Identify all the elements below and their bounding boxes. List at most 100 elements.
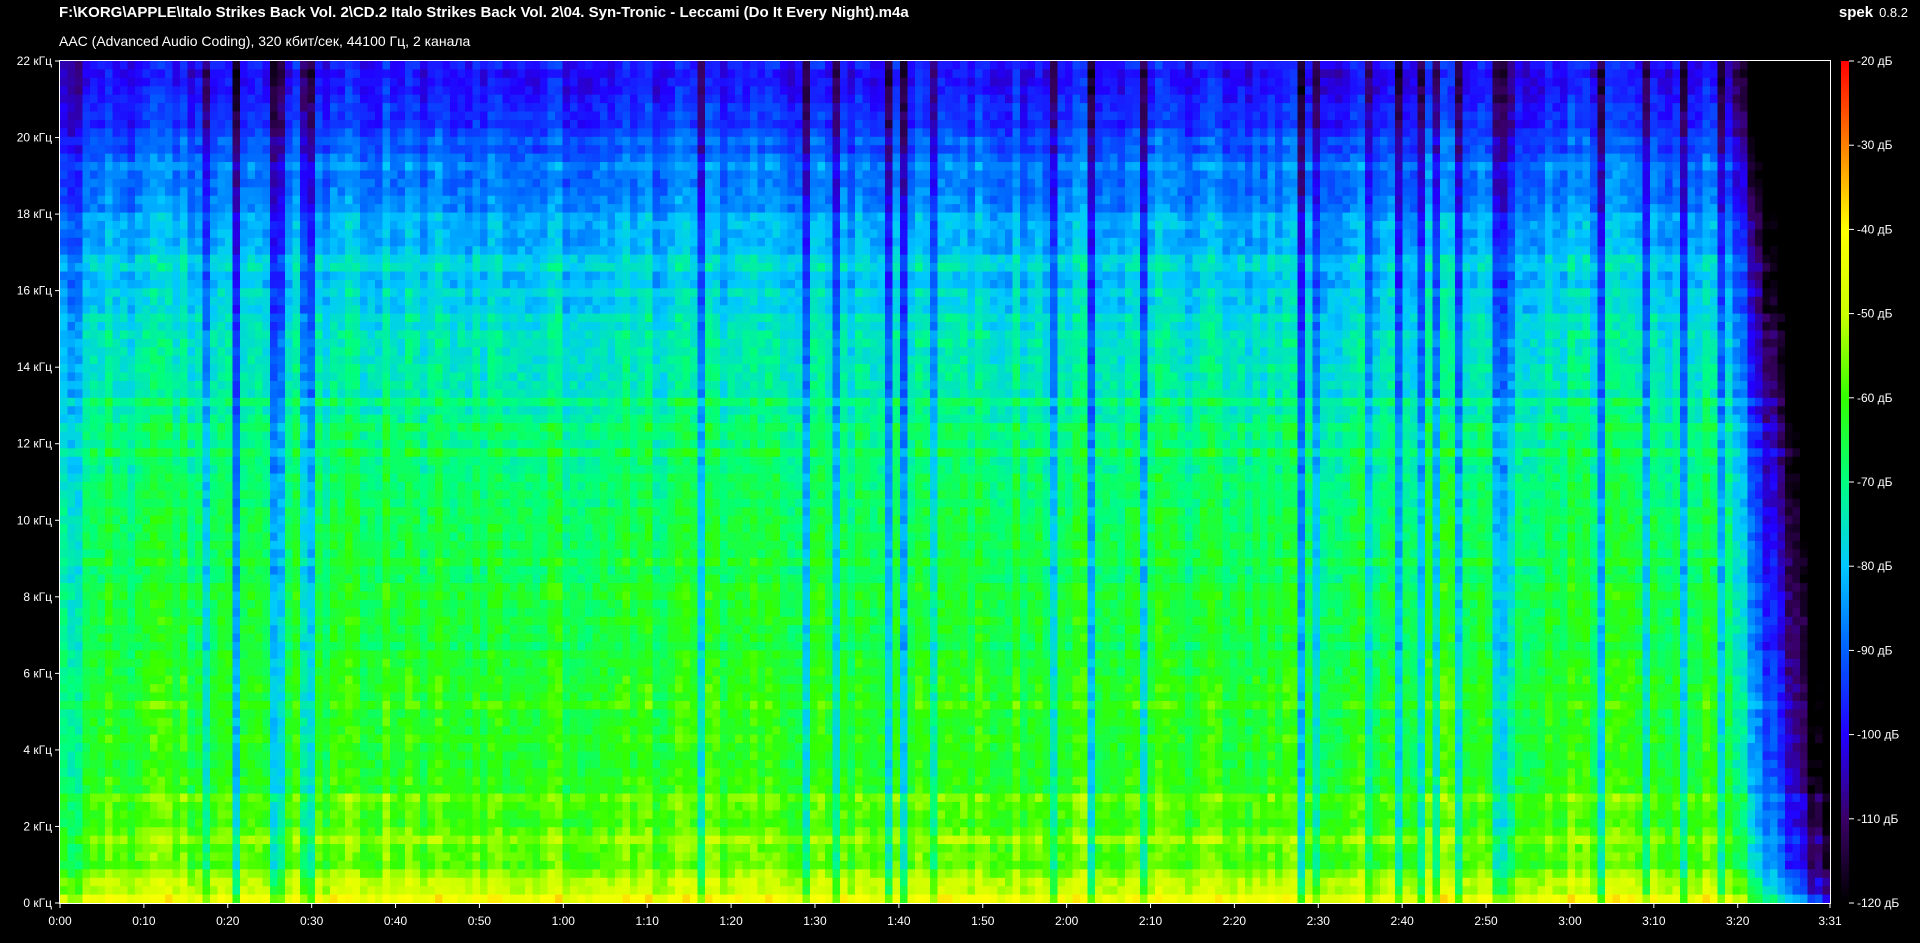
- spectrogram-cell: [210, 322, 219, 332]
- spectrogram-cell: [112, 801, 121, 811]
- spectrogram-cell: [397, 490, 406, 500]
- spectrogram-cell: [255, 111, 264, 121]
- spectrogram-cell: [330, 237, 339, 247]
- spectrogram-cell: [232, 566, 241, 576]
- spectrogram-cell: [360, 347, 369, 357]
- spectrogram-cell: [142, 650, 151, 660]
- spectrogram-cell: [292, 482, 301, 492]
- spectrogram-cell: [127, 869, 136, 879]
- spectrogram-cell: [60, 549, 69, 559]
- spectrogram-cell: [375, 608, 384, 618]
- spectrogram-cell: [330, 860, 339, 870]
- spectrogram-cell: [382, 894, 391, 904]
- spectrogram-cell: [240, 456, 249, 466]
- spectrogram-cell: [337, 692, 346, 702]
- spectrogram-cell: [195, 625, 204, 635]
- spectrogram-cell: [375, 212, 384, 222]
- spectrogram-cell: [225, 717, 234, 727]
- spectrogram-cell: [67, 616, 76, 626]
- spectrogram-cell: [255, 599, 264, 609]
- spectrogram-cell: [345, 549, 354, 559]
- spectrogram-cell: [232, 355, 241, 365]
- spectrogram-cell: [240, 852, 249, 862]
- spectrogram-cell: [67, 86, 76, 96]
- spectrogram-cell: [135, 759, 144, 769]
- spectrogram-cell: [120, 263, 129, 273]
- spectrogram-cell: [240, 145, 249, 155]
- spectrogram-cell: [367, 145, 376, 155]
- spectrogram-cell: [157, 288, 166, 298]
- spectrogram-cell: [375, 355, 384, 365]
- spectrogram-cell: [202, 507, 211, 517]
- spectrogram-cell: [307, 540, 316, 550]
- spectrogram-cell: [352, 869, 361, 879]
- spectrogram-cell: [300, 894, 309, 904]
- spectrogram-cell: [255, 288, 264, 298]
- spectrogram-cell: [352, 330, 361, 340]
- spectrogram-cell: [255, 641, 264, 651]
- spectrogram-cell: [330, 844, 339, 854]
- spectrogram-cell: [330, 170, 339, 180]
- spectrogram-cell: [412, 195, 421, 205]
- spectrogram-cell: [397, 658, 406, 668]
- spectrogram-cell: [420, 220, 429, 230]
- spectrogram-cell: [375, 709, 384, 719]
- spectrogram-cell: [150, 465, 159, 475]
- spectrogram-cell: [225, 473, 234, 483]
- spectrogram-cell: [157, 490, 166, 500]
- spectrogram-cell: [352, 465, 361, 475]
- spectrogram-cell: [202, 111, 211, 121]
- spectrogram-cell: [262, 877, 271, 887]
- spectrogram-cell: [112, 288, 121, 298]
- spectrogram-cell: [180, 288, 189, 298]
- spectrogram-cell: [382, 103, 391, 113]
- spectrogram-cell: [210, 204, 219, 214]
- spectrogram-cell: [195, 178, 204, 188]
- spectrogram-cell: [82, 591, 91, 601]
- spectrogram-cell: [277, 204, 286, 214]
- spectrogram-cell: [210, 759, 219, 769]
- spectrogram-cell: [75, 574, 84, 584]
- spectrogram-cell: [172, 237, 181, 247]
- spectrogram-cell: [195, 212, 204, 222]
- spectrogram-cell: [247, 389, 256, 399]
- spectrogram-cell: [420, 877, 429, 887]
- spectrogram-cell: [367, 743, 376, 753]
- spectrogram-cell: [150, 364, 159, 374]
- spectrogram-cell: [405, 844, 414, 854]
- spectrogram-cell: [367, 827, 376, 837]
- spectrogram-cell: [420, 448, 429, 458]
- spectrogram-cell: [420, 229, 429, 239]
- spectrogram-cell: [172, 338, 181, 348]
- spectrogram-cell: [322, 456, 331, 466]
- spectrogram-cell: [157, 658, 166, 668]
- spectrogram-cell: [60, 254, 69, 264]
- spectrogram-cell: [195, 743, 204, 753]
- spectrogram-cell: [240, 743, 249, 753]
- spectrogram-cell: [345, 700, 354, 710]
- spectrogram-cell: [352, 692, 361, 702]
- spectrogram-cell: [165, 195, 174, 205]
- spectrogram-cell: [262, 717, 271, 727]
- spectrogram-cell: [367, 608, 376, 618]
- spectrogram-cell: [337, 566, 346, 576]
- spectrogram-cell: [217, 844, 226, 854]
- spectrogram-cell: [330, 61, 339, 71]
- spectrogram-cell: [397, 423, 406, 433]
- spectrogram-cell: [232, 69, 241, 79]
- spectrogram-cell: [90, 810, 99, 820]
- spectrogram-cell: [150, 389, 159, 399]
- spectrogram-cell: [127, 743, 136, 753]
- spectrogram-cell: [367, 364, 376, 374]
- spectrogram-cell: [120, 768, 129, 778]
- spectrogram-cell: [225, 625, 234, 635]
- spectrogram-cell: [345, 229, 354, 239]
- spectrogram-cell: [67, 768, 76, 778]
- spectrogram-cell: [157, 254, 166, 264]
- spectrogram-cell: [150, 170, 159, 180]
- spectrogram-cell: [105, 355, 114, 365]
- spectrogram-cell: [390, 886, 399, 896]
- spectrogram-cell: [172, 119, 181, 129]
- spectrogram-cell: [337, 414, 346, 424]
